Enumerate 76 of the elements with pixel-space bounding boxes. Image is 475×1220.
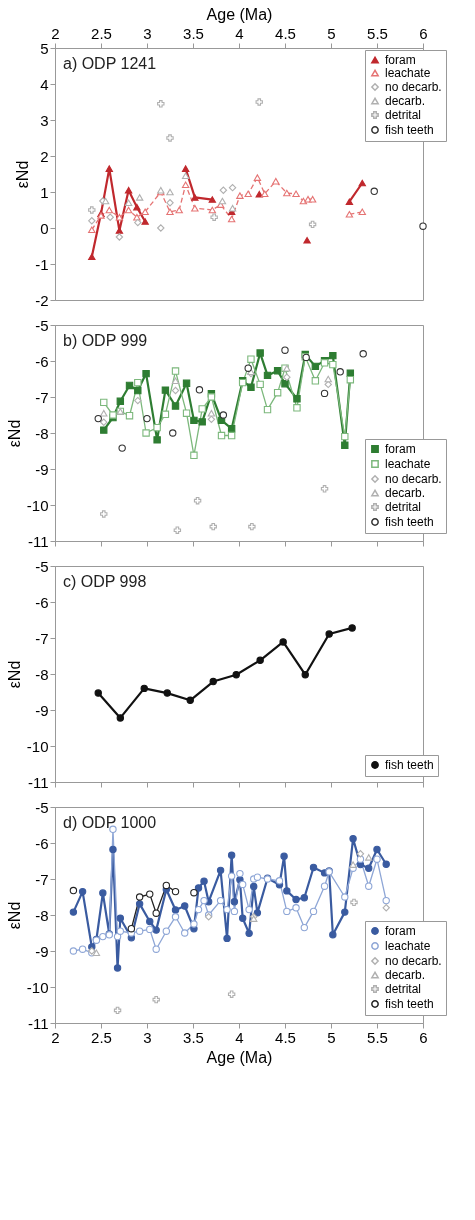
legend-label: decarb.: [385, 486, 426, 500]
legend-label: foram: [385, 924, 416, 938]
y-tick-label: -8: [35, 665, 49, 683]
x-tick-label: 5: [327, 1028, 336, 1046]
x-axis-title: Age (Ma): [206, 5, 273, 23]
x-tick-label: 6: [419, 24, 428, 42]
x-tick-label: 4: [235, 1028, 244, 1046]
x-tick-label: 2: [51, 1028, 60, 1046]
legend-label: leachate: [385, 939, 431, 953]
legend-label: no decarb.: [385, 472, 442, 486]
legend-label: leachate: [385, 457, 431, 471]
chart-title: c) ODP 998: [63, 573, 147, 590]
legend-label: detrital: [385, 982, 422, 996]
y-tick-label: -6: [35, 834, 49, 852]
legend-label: fish teeth: [385, 997, 434, 1011]
legend-label: fish teeth: [385, 123, 434, 137]
legend-label: foram: [385, 442, 416, 456]
y-tick-label: 1: [40, 183, 49, 201]
legend-label: foram: [385, 53, 416, 67]
legend-label: fish teeth: [385, 758, 434, 772]
x-tick-label: 5: [327, 24, 336, 42]
y-tick-label: 2: [40, 147, 49, 165]
chart-title: d) ODP 1000: [63, 814, 157, 831]
y-tick-label: -7: [35, 388, 49, 406]
y-tick-label: -8: [35, 424, 49, 442]
y-tick-label: -1: [35, 255, 49, 273]
x-tick-label: 2.5: [91, 1028, 112, 1046]
x-tick-label: 3.5: [183, 1028, 204, 1046]
x-tick-label: 5.5: [367, 1028, 388, 1046]
x-tick-label: 4: [235, 24, 244, 42]
legend-label: no decarb.: [385, 80, 442, 94]
y-tick-label: -8: [35, 906, 49, 924]
legend-label: decarb.: [385, 968, 426, 982]
y-tick-label: -7: [35, 870, 49, 888]
y-tick-label: 4: [40, 75, 49, 93]
x-tick-label: 2: [51, 24, 60, 42]
y-tick-label: -10: [26, 978, 49, 996]
y-tick-label: -11: [27, 773, 49, 791]
legend-label: no decarb.: [385, 954, 442, 968]
y-tick-label: -11: [27, 532, 49, 550]
x-tick-label: 6: [419, 1028, 428, 1046]
y-axis-title: εNd: [14, 160, 32, 189]
y-tick-label: -9: [35, 942, 49, 960]
y-axis-title: εNd: [5, 901, 23, 930]
y-tick-label: -10: [26, 737, 49, 755]
y-tick-label: -2: [35, 291, 49, 309]
legend-label: detrital: [385, 108, 422, 122]
x-tick-label: 3: [143, 1028, 152, 1046]
x-tick-label: 2.5: [91, 24, 112, 42]
y-tick-label: -11: [27, 1014, 49, 1032]
legend-label: leachate: [385, 66, 431, 80]
x-axis-title: Age (Ma): [206, 1048, 273, 1066]
x-tick-label: 3.5: [183, 24, 204, 42]
y-tick-label: -10: [26, 496, 49, 514]
legend-label: detrital: [385, 500, 422, 514]
y-tick-label: -6: [35, 352, 49, 370]
y-axis-title: εNd: [5, 660, 23, 689]
y-tick-label: -5: [35, 798, 49, 816]
y-tick-label: -5: [35, 557, 49, 575]
x-tick-label: 4.5: [275, 1028, 296, 1046]
legend-label: decarb.: [385, 94, 426, 108]
y-tick-label: -6: [35, 593, 49, 611]
x-tick-label: 3: [143, 24, 152, 42]
y-tick-label: 5: [40, 39, 49, 57]
y-tick-label: -9: [35, 460, 49, 478]
x-tick-label: 4.5: [275, 24, 296, 42]
y-tick-label: 3: [40, 111, 49, 129]
y-tick-label: -5: [35, 316, 49, 334]
y-axis-title: εNd: [5, 419, 23, 448]
chart-title: a) ODP 1241: [63, 55, 157, 72]
legend-label: fish teeth: [385, 515, 434, 529]
y-tick-label: -9: [35, 701, 49, 719]
y-tick-label: -7: [35, 629, 49, 647]
x-tick-label: 5.5: [367, 24, 388, 42]
chart-title: b) ODP 999: [63, 332, 148, 349]
y-tick-label: 0: [40, 219, 49, 237]
